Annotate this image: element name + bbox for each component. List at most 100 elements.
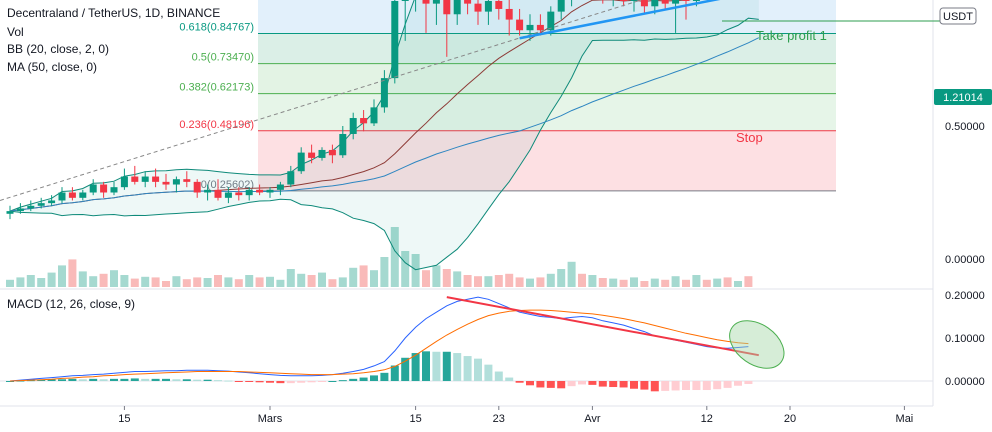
indicator-bb[interactable]: BB (20, close, 2, 0) — [7, 42, 109, 56]
macd-histogram-bar — [89, 378, 98, 381]
ma50-line — [9, 37, 760, 212]
volume-bar — [359, 265, 368, 287]
candle-body — [484, 0, 492, 12]
volume-bar — [598, 278, 607, 287]
candle-body — [318, 149, 326, 158]
candle-body — [380, 78, 388, 108]
candle-body — [193, 181, 201, 193]
macd-histogram-bar — [505, 377, 514, 381]
candle-body — [370, 107, 378, 124]
macd-histogram-bar — [411, 353, 420, 381]
candle-body — [89, 184, 97, 193]
volume-bar — [266, 276, 274, 287]
macd-histogram-bar — [58, 379, 66, 381]
candle-body — [661, 0, 669, 4]
macd-histogram-bar — [432, 351, 441, 381]
macd-axis-tick: 0.10000 — [945, 333, 985, 345]
fib-zone — [258, 33, 836, 64]
volume-bar — [463, 275, 472, 287]
macd-histogram-bar — [224, 380, 233, 382]
macd-histogram-bar — [536, 381, 545, 388]
volume-bar — [505, 273, 514, 287]
macd-histogram-bar — [297, 381, 306, 383]
candle-body — [630, 0, 638, 1]
candle-body — [141, 176, 149, 182]
macd-histogram-bar — [6, 381, 14, 382]
macd-histogram-bar — [266, 381, 274, 383]
macd-histogram-bar — [630, 381, 638, 389]
volume-bar — [442, 269, 451, 287]
indicator-vol[interactable]: Vol — [7, 25, 24, 39]
candle-body — [474, 3, 482, 12]
macd-histogram-bar — [78, 379, 87, 381]
candle-body — [48, 200, 56, 204]
candle-body — [131, 176, 139, 182]
volume-bar — [203, 278, 212, 287]
fib-level-label: 0.236(0.48196) — [179, 119, 254, 131]
indicator-ma[interactable]: MA (50, close, 0) — [7, 60, 97, 74]
macd-histogram-bar — [661, 381, 670, 391]
volume-bar — [245, 275, 254, 287]
time-axis-tick: Mars — [258, 413, 283, 425]
candle-body — [235, 192, 243, 196]
macd-histogram-bar — [671, 381, 680, 391]
volume-bar — [744, 276, 753, 287]
macd-histogram-bar — [567, 381, 576, 387]
macd-histogram-bar — [494, 371, 503, 381]
volume-bar — [422, 270, 430, 287]
candle-body — [58, 192, 66, 201]
candle-body — [557, 0, 565, 12]
macd-histogram-bar — [328, 381, 337, 382]
volume-bar — [276, 279, 285, 287]
volume-bar — [723, 277, 732, 287]
macd-title[interactable]: MACD (12, 26, close, 9) — [7, 297, 135, 311]
macd-histogram-bar — [286, 381, 295, 384]
bb-lower-line — [9, 17, 759, 271]
macd-histogram-bar — [110, 378, 118, 381]
volume-bar — [411, 254, 420, 287]
volume-bar — [349, 267, 358, 287]
volume-bar — [474, 276, 482, 287]
volume-bar — [682, 279, 690, 287]
macd-histogram-bar — [151, 378, 160, 381]
macd-histogram-bar — [723, 381, 732, 388]
volume-bar — [328, 279, 337, 287]
volume-bar — [89, 276, 98, 287]
volume-bar — [557, 269, 566, 287]
macd-histogram-bar — [578, 381, 586, 385]
volume-bar — [494, 275, 503, 287]
volume-bar — [141, 276, 150, 287]
volume-bar — [380, 257, 389, 287]
candle-body — [453, 0, 461, 15]
volume-bar — [286, 269, 295, 287]
macd-histogram-bar — [234, 381, 243, 382]
candle-body — [360, 118, 368, 124]
macd-histogram-bar — [307, 381, 316, 383]
macd-histogram-bar — [640, 381, 649, 390]
candle-body — [422, 0, 430, 4]
volume-bar — [390, 227, 399, 287]
candle-body — [256, 189, 264, 193]
volume-bar — [734, 281, 742, 287]
volume-bar — [99, 273, 108, 287]
macd-histogram-bar — [692, 381, 701, 391]
stop-label: Stop — [736, 130, 763, 145]
time-axis-tick: 12 — [701, 413, 713, 425]
price-axis-tick: 0.00000 — [945, 254, 985, 266]
signal-line — [9, 309, 749, 382]
candle-body — [266, 189, 274, 193]
candle-body — [172, 179, 180, 185]
macd-histogram-bar — [650, 381, 659, 392]
macd-histogram-bar — [338, 380, 347, 382]
currency-badge[interactable] — [939, 7, 977, 25]
volume-bar — [401, 251, 410, 287]
time-axis-tick: 23 — [493, 413, 505, 425]
volume-bar — [297, 273, 306, 287]
volume-bar — [661, 279, 670, 287]
candle-body — [349, 118, 357, 134]
macd-histogram-bar — [182, 379, 191, 381]
macd-histogram-bar — [37, 379, 46, 381]
volume-bar — [182, 279, 191, 287]
candle-body — [391, 0, 399, 79]
